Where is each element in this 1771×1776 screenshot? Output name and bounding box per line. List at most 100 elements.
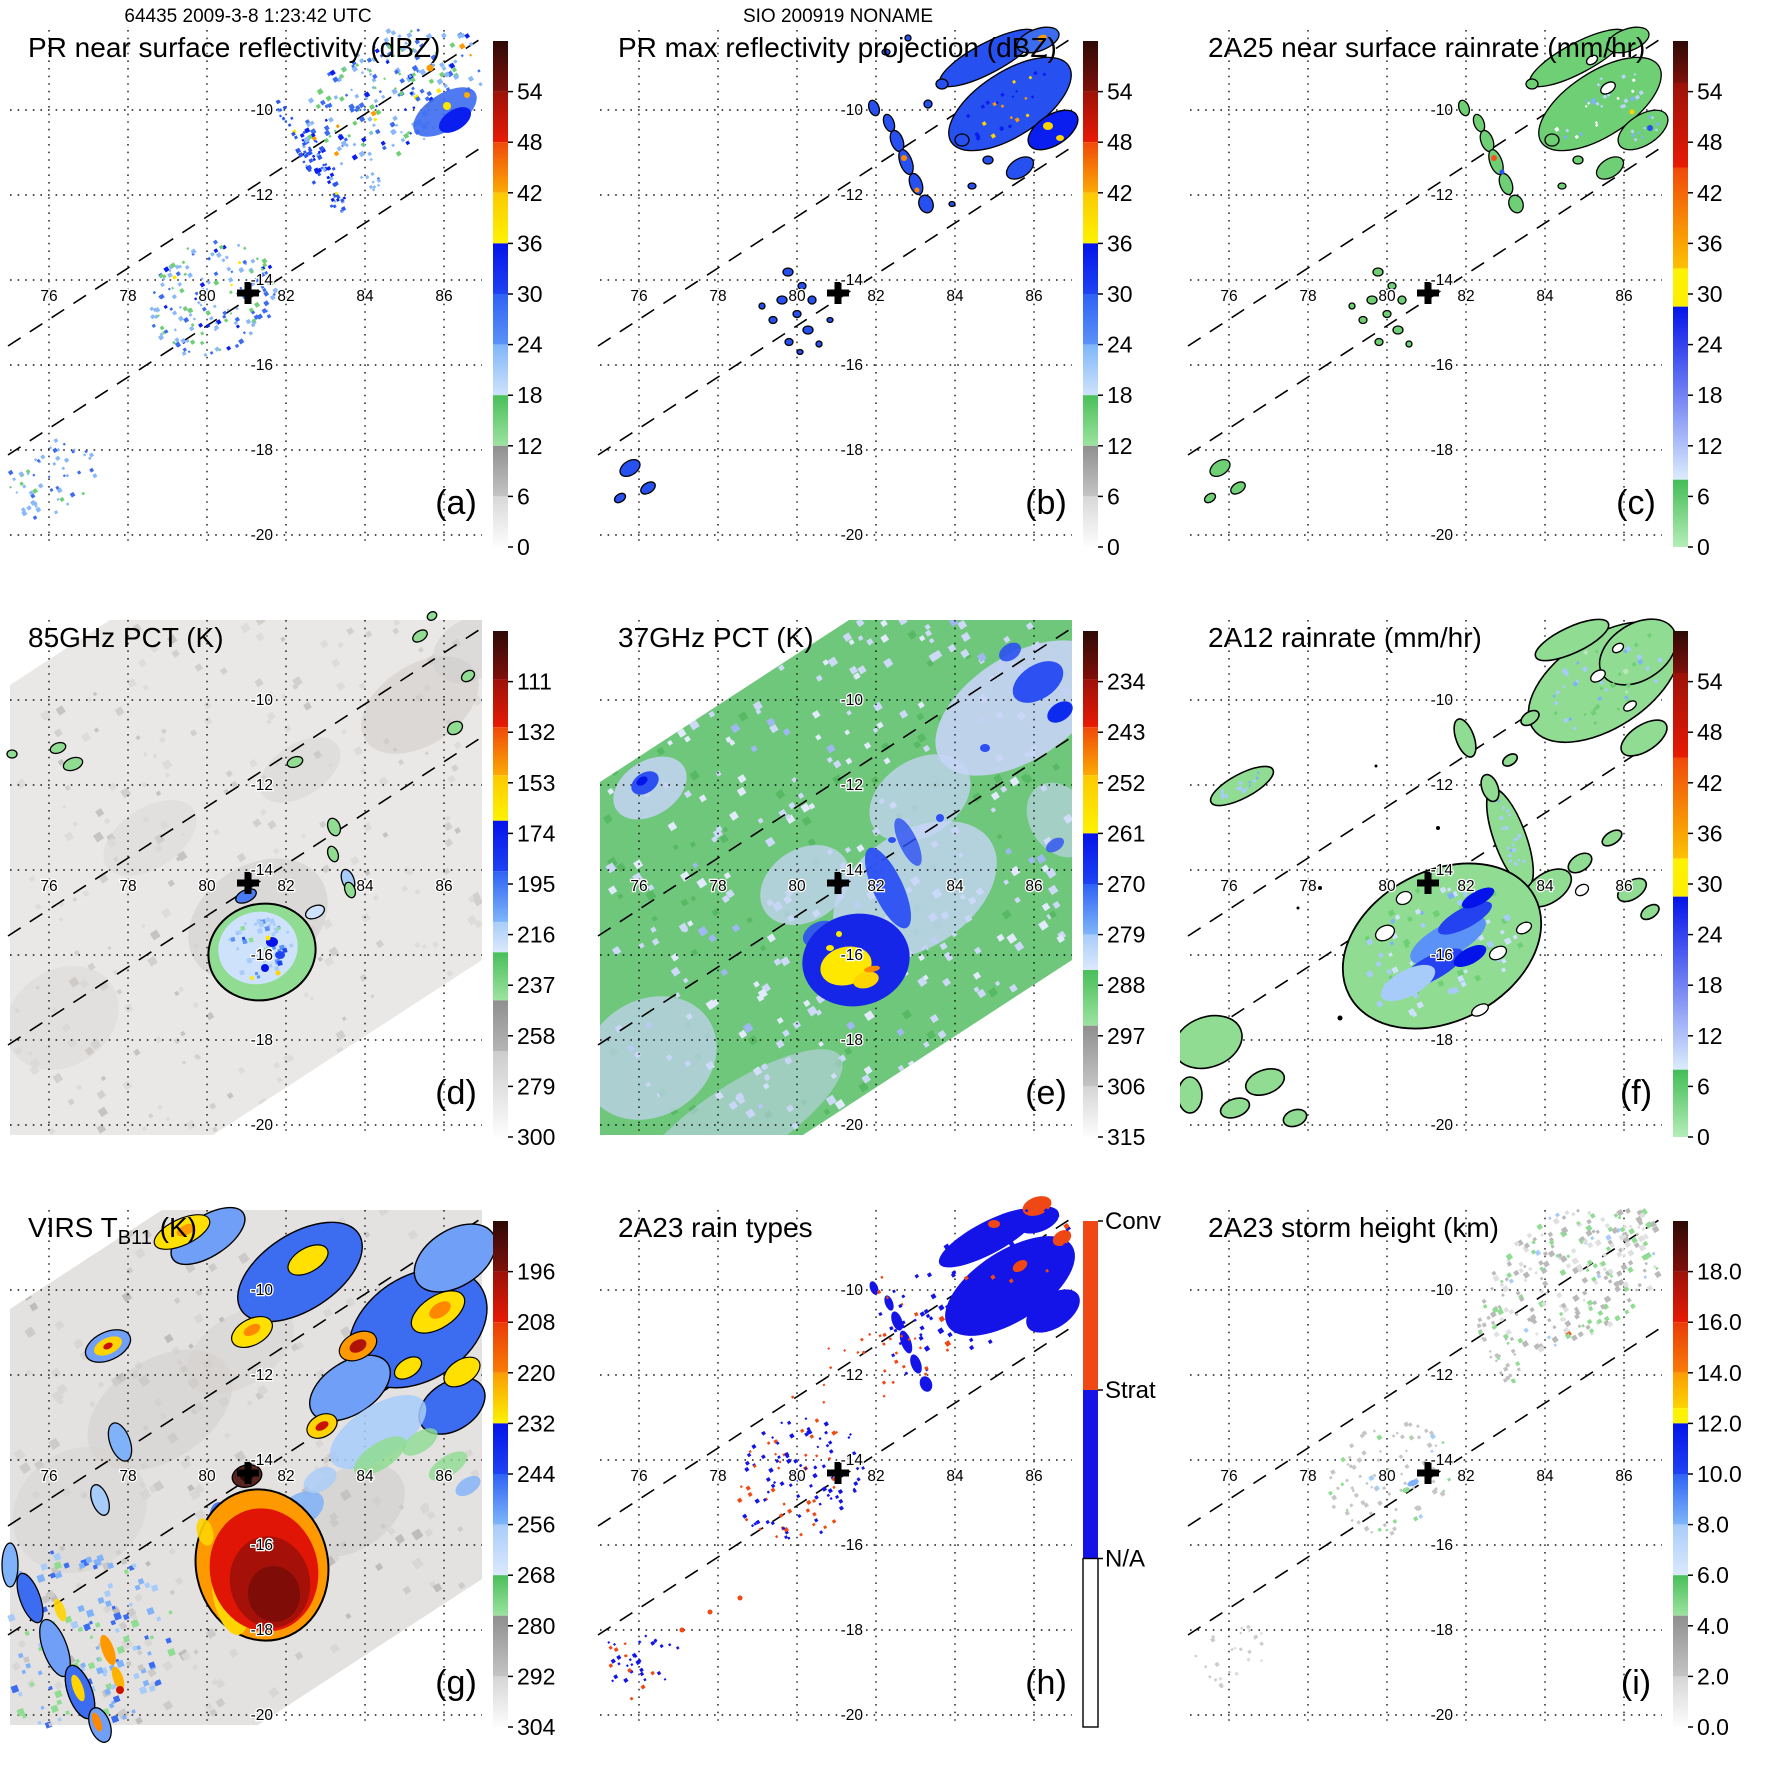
data-blob: [919, 1376, 933, 1392]
data-speckle: [752, 1464, 757, 1468]
data-speckle: [114, 706, 125, 717]
data-speckle: [639, 1671, 645, 1677]
data-speckle: [960, 631, 971, 642]
data-speckle: [1256, 771, 1260, 775]
data-speckle: [690, 948, 699, 956]
lon-label: 80: [1378, 1468, 1396, 1485]
data-speckle: [50, 1704, 59, 1713]
data-speckle: [814, 1495, 819, 1500]
data-speckle: [683, 735, 691, 743]
data-speckle: [765, 1476, 771, 1483]
lon-label: 78: [119, 1468, 136, 1485]
data-speckle: [669, 678, 677, 686]
data-speckle: [328, 134, 332, 138]
data-speckle: [773, 1480, 777, 1485]
data-speckle: [229, 290, 233, 295]
data-speckle: [66, 1037, 78, 1049]
data-speckle: [378, 776, 390, 787]
colorbar-tick-label: 36: [517, 230, 543, 256]
data-speckle: [88, 456, 92, 461]
data-speckle: [766, 933, 776, 943]
data-speckle: [916, 733, 927, 743]
data-speckle: [460, 54, 464, 58]
data-blob: [869, 1281, 879, 1295]
data-speckle: [421, 943, 427, 949]
data-speckle: [752, 700, 763, 711]
data-speckle: [328, 946, 339, 957]
data-speckle: [1616, 1208, 1624, 1217]
data-speckle: [913, 740, 922, 749]
data-speckle: [55, 705, 66, 716]
data-speckle: [1572, 1294, 1580, 1302]
data-speckle: [333, 200, 337, 204]
data-speckle: [149, 643, 160, 653]
colorbar-segment: [493, 631, 508, 680]
data-speckle: [327, 1112, 337, 1123]
data-speckle: [729, 811, 739, 821]
data-blob: [784, 337, 794, 347]
data-speckle: [627, 1668, 632, 1673]
data-speckle: [438, 71, 445, 78]
data-blob: [898, 148, 914, 176]
data-speckle: [973, 1301, 979, 1306]
data-speckle: [399, 78, 406, 84]
data-speckle: [340, 66, 348, 73]
data-speckle: [1211, 1634, 1216, 1640]
data-speckle: [1052, 763, 1061, 771]
data-speckle: [432, 941, 439, 948]
data-blob: [815, 340, 823, 348]
data-speckle: [17, 1691, 23, 1697]
data-speckle: [17, 1652, 24, 1659]
data-speckle: [980, 104, 986, 109]
data-speckle: [1377, 1500, 1383, 1506]
data-speckle: [1462, 891, 1469, 898]
data-speckle: [938, 1304, 945, 1311]
data-speckle: [331, 1060, 339, 1067]
data-speckle: [1634, 94, 1640, 100]
data-speckle: [50, 1367, 62, 1379]
data-speckle: [853, 672, 861, 680]
data-speckle: [891, 1380, 895, 1385]
data-speckle: [651, 915, 658, 922]
data-speckle: [880, 634, 890, 643]
data-speckle: [634, 1654, 638, 1658]
data-speckle: [1508, 859, 1513, 863]
data-speckle: [837, 1488, 844, 1495]
data-speckle: [1499, 929, 1505, 935]
colorbar-tick-label: 6: [1697, 483, 1710, 509]
data-blob: [286, 755, 304, 769]
data-speckle: [1503, 937, 1512, 946]
data-speckle: [1646, 1284, 1654, 1292]
colorbar-segment: [1083, 445, 1098, 497]
data-speckle: [401, 885, 409, 893]
data-speckle: [896, 1028, 905, 1037]
data-speckle: [799, 1532, 803, 1537]
data-speckle: [174, 264, 180, 270]
data-speckle: [259, 272, 266, 278]
data-speckle: [1238, 1647, 1243, 1652]
data-speckle: [167, 287, 171, 291]
data-speckle: [405, 140, 411, 146]
data-speckle: [248, 937, 254, 943]
data-speckle: [1027, 1008, 1034, 1015]
data-speckle: [446, 969, 454, 977]
data-speckle: [1008, 1278, 1014, 1284]
colorbar-tick-label: 6: [1697, 1073, 1710, 1099]
data-speckle: [1561, 685, 1566, 689]
data-speckle: [1390, 918, 1396, 924]
data-speckle: [451, 764, 459, 772]
data-speckle: [150, 314, 156, 320]
data-speckle: [1531, 1240, 1536, 1245]
data-speckle: [141, 781, 148, 788]
data-speckle: [1510, 1348, 1516, 1354]
data-speckle: [271, 932, 276, 937]
data-speckle: [1596, 1273, 1602, 1279]
data-speckle: [309, 128, 317, 135]
data-speckle: [1394, 1507, 1398, 1512]
data-blob: [1544, 133, 1560, 147]
data-speckle: [287, 123, 292, 127]
panel-title: PR max reflectivity projection (dBZ): [618, 32, 1057, 63]
data-speckle: [222, 310, 228, 316]
data-blob: [90, 1484, 110, 1516]
data-speckle: [373, 98, 379, 104]
